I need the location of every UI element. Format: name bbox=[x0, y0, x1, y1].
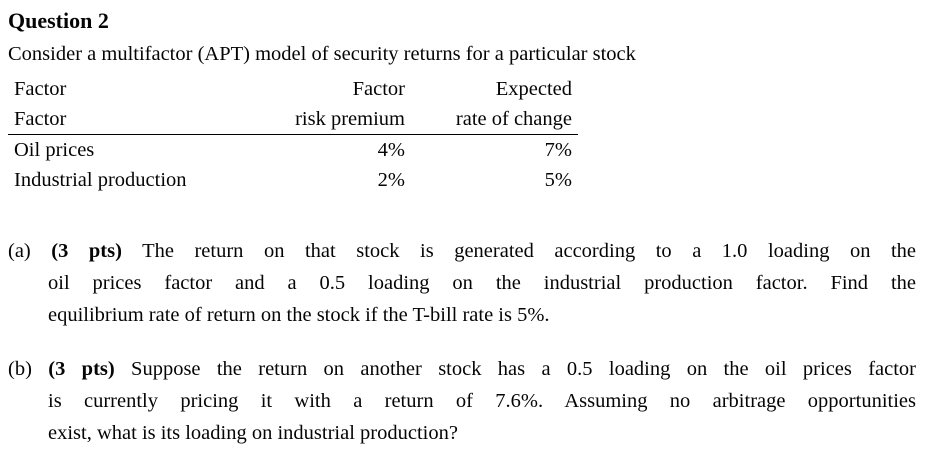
expected-change-cell: 7% bbox=[544, 139, 572, 161]
question-list: (a) (3 pts) The return on that stock is … bbox=[8, 235, 916, 449]
question-line: oil prices factor and a 0.5 loading on t… bbox=[48, 272, 916, 294]
risk-premium-column-header-line2: risk premium bbox=[260, 104, 405, 135]
table-header-row-1: Factor Factor Expected bbox=[8, 74, 578, 104]
question-item-a: (a) (3 pts) The return on that stock is … bbox=[8, 235, 916, 331]
factor-column-header: Factor bbox=[8, 104, 260, 135]
question-item-b: (b) (3 pts) Suppose the return on anothe… bbox=[8, 353, 916, 449]
question-line: is currently pricing it with a return of… bbox=[48, 390, 916, 412]
risk-premium-column-header-line1: Factor bbox=[352, 78, 405, 100]
question-line: exist, what is its loading on industrial… bbox=[48, 422, 458, 444]
page-title: Question 2 bbox=[8, 8, 109, 33]
risk-premium-cell: 4% bbox=[377, 139, 405, 161]
factor-name-cell: Oil prices bbox=[14, 139, 95, 161]
expected-change-column-header-line1: Expected bbox=[495, 78, 572, 100]
question-label: (b) bbox=[8, 358, 32, 380]
risk-premium-cell: 2% bbox=[377, 169, 405, 191]
table-row: Industrial production 2% 5% bbox=[8, 165, 578, 195]
expected-change-column-header-line2: rate of change bbox=[405, 104, 578, 135]
factors-table: Factor Factor Expected Factor risk premi… bbox=[8, 74, 578, 195]
question-points: (3 pts) bbox=[51, 240, 122, 262]
question-points: (3 pts) bbox=[48, 358, 115, 380]
question-line: (b) (3 pts) Suppose the return on anothe… bbox=[8, 353, 916, 385]
question-line: equilibrium rate of return on the stock … bbox=[48, 304, 550, 326]
question-line: (a) (3 pts) The return on that stock is … bbox=[8, 235, 916, 267]
expected-change-cell: 5% bbox=[544, 169, 572, 191]
intro-text: Consider a multifactor (APT) model of se… bbox=[8, 43, 636, 65]
factor-name-cell: Industrial production bbox=[14, 169, 187, 191]
question-text: Suppose the return on another stock has … bbox=[131, 358, 917, 380]
table-row: Oil prices 4% 7% bbox=[8, 135, 578, 166]
factor-column-header: Factor bbox=[14, 78, 67, 100]
question-label: (a) bbox=[8, 240, 31, 262]
question-text: The return on that stock is generated ac… bbox=[142, 240, 917, 262]
table-header-row-2: Factor risk premium rate of change bbox=[8, 104, 578, 135]
